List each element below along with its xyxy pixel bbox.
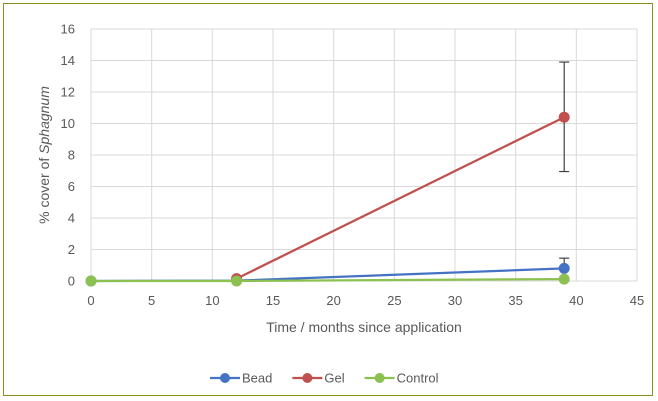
y-tick-label: 6 <box>68 179 75 194</box>
gridlines <box>90 28 638 282</box>
x-tick-label: 40 <box>569 293 583 308</box>
x-tick-label: 25 <box>387 293 401 308</box>
legend-marker-control <box>374 373 385 383</box>
legend-label-gel: Gel <box>324 371 344 386</box>
legend-item-gel: Gel <box>292 371 345 386</box>
legend-label-bead: Bead <box>242 371 272 386</box>
y-axis-title-prefix: % cover of <box>36 154 52 224</box>
y-tick-label: 12 <box>61 85 75 100</box>
y-tick-label: 2 <box>68 242 75 257</box>
legend-marker-gel <box>302 373 313 383</box>
series-layer <box>85 61 570 287</box>
chart-frame <box>3 3 653 396</box>
legend-item-control: Control <box>364 371 439 386</box>
gel-data-point <box>558 111 570 123</box>
legend: Bead Gel Control <box>210 371 439 386</box>
control-data-point <box>231 275 243 287</box>
x-tick-label: 0 <box>87 293 94 308</box>
x-tick-label: 35 <box>508 293 522 308</box>
x-tick-label: 20 <box>326 293 340 308</box>
legend-item-bead: Bead <box>210 371 272 386</box>
y-tick-label: 8 <box>68 148 75 163</box>
x-tick-label: 10 <box>205 293 219 308</box>
bead-data-point <box>558 262 570 274</box>
control-data-point <box>85 275 97 287</box>
x-tick-label: 15 <box>266 293 280 308</box>
y-tick-label: 16 <box>61 22 75 37</box>
legend-label-control: Control <box>397 371 439 386</box>
control-data-point <box>558 273 570 285</box>
y-tick-label: 0 <box>68 274 75 289</box>
y-tick-label: 14 <box>61 53 75 68</box>
x-tick-label: 30 <box>448 293 462 308</box>
y-axis-title-italic: Sphagnum <box>36 86 52 154</box>
legend-marker-bead <box>220 373 230 383</box>
x-tick-label: 5 <box>148 293 155 308</box>
y-tick-label: 4 <box>68 211 75 226</box>
y-tick-labels: 0 2 4 6 8 10 12 14 16 <box>61 22 75 289</box>
gel-series-line <box>236 116 565 280</box>
y-tick-label: 10 <box>61 116 75 131</box>
y-axis-title: % cover of Sphagnum <box>36 86 52 224</box>
x-tick-label: 45 <box>630 293 644 308</box>
x-tick-labels: 0 5 10 15 20 25 30 35 40 45 <box>87 293 644 308</box>
x-axis-title: Time / months since application <box>266 319 462 335</box>
